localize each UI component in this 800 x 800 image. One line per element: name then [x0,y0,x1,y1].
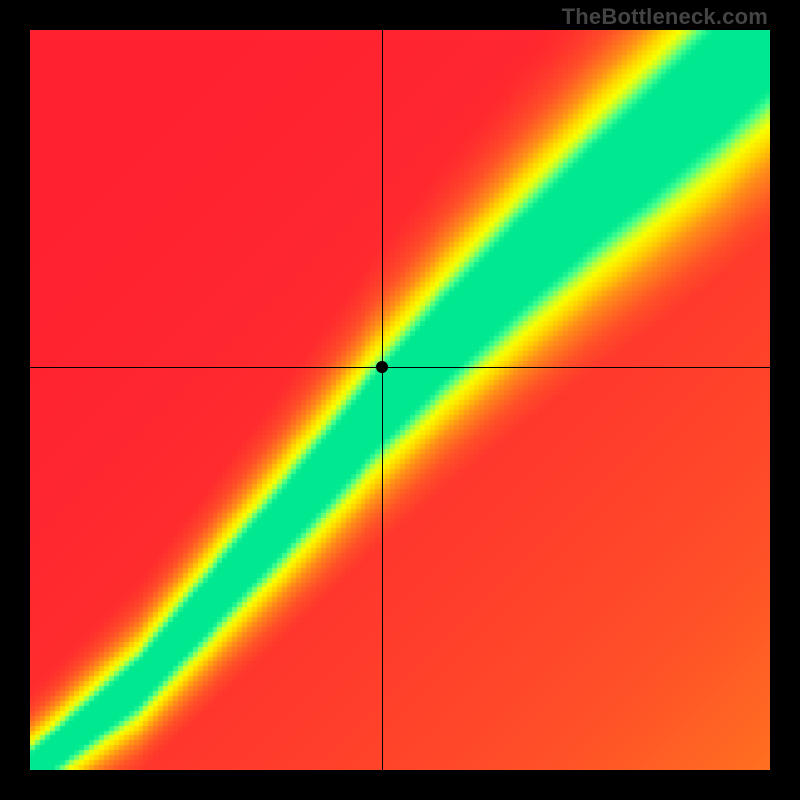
heatmap-canvas [30,30,770,770]
watermark-text: TheBottleneck.com [562,4,768,30]
plot-area [30,30,770,770]
chart-container: TheBottleneck.com [0,0,800,800]
